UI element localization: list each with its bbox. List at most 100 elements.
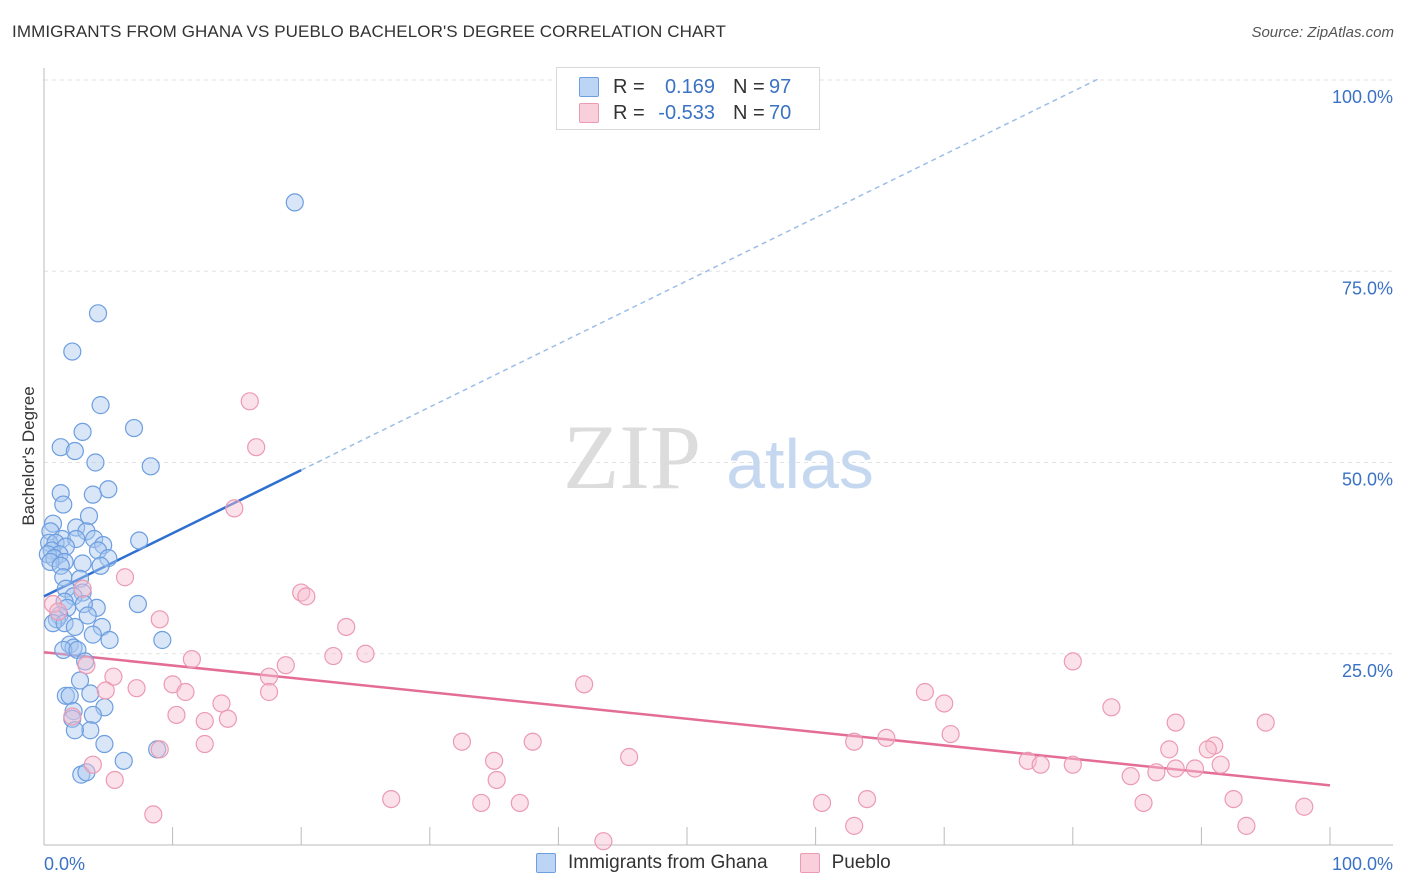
grid-lines bbox=[44, 79, 1393, 655]
data-point-ghana bbox=[99, 480, 118, 499]
data-point-ghana bbox=[65, 721, 84, 740]
data-point-ghana bbox=[91, 556, 110, 575]
data-point-ghana bbox=[79, 506, 99, 526]
x-tick-label-max: 100.0% bbox=[1332, 854, 1393, 874]
y-tick-label: 50.0% bbox=[1342, 470, 1393, 490]
legend-r-label: R = bbox=[613, 75, 645, 98]
data-point-pueblo bbox=[218, 709, 237, 728]
data-point-pueblo bbox=[1237, 816, 1256, 835]
data-point-ghana bbox=[130, 531, 149, 550]
data-point-pueblo bbox=[472, 793, 491, 813]
data-point-pueblo bbox=[150, 740, 169, 759]
y-tick-labels: 25.0% 50.0% 75.0% 100.0% bbox=[1332, 87, 1393, 681]
data-point-pueblo bbox=[63, 707, 82, 726]
data-point-ghana bbox=[95, 734, 114, 754]
data-point-ghana bbox=[141, 457, 160, 476]
data-point-pueblo bbox=[620, 747, 639, 767]
data-point-pueblo bbox=[1295, 797, 1314, 816]
data-point-ghana bbox=[83, 625, 102, 644]
trend-line-ghana-extension bbox=[300, 78, 1099, 471]
data-point-ghana bbox=[73, 583, 92, 602]
x-tick-label-min: 0.0% bbox=[44, 854, 85, 874]
data-point-pueblo bbox=[1256, 713, 1275, 732]
data-point-pueblo bbox=[1166, 759, 1185, 778]
data-point-ghana bbox=[77, 522, 96, 541]
data-point-pueblo bbox=[259, 667, 279, 686]
data-point-pueblo bbox=[1224, 789, 1243, 809]
data-point-ghana bbox=[41, 552, 60, 572]
series-pueblo-points bbox=[43, 392, 1314, 851]
data-point-pueblo bbox=[225, 499, 244, 518]
data-point-pueblo bbox=[941, 724, 960, 744]
data-point-ghana bbox=[65, 617, 84, 637]
data-point-pueblo bbox=[915, 682, 935, 702]
data-point-ghana bbox=[85, 529, 104, 549]
data-point-ghana bbox=[56, 686, 75, 705]
data-point-ghana bbox=[65, 441, 84, 461]
data-point-pueblo bbox=[240, 392, 259, 411]
data-point-ghana bbox=[60, 686, 79, 705]
data-point-pueblo bbox=[1134, 793, 1153, 813]
data-point-ghana bbox=[51, 484, 70, 503]
data-point-pueblo bbox=[104, 667, 123, 686]
data-point-ghana bbox=[81, 721, 100, 740]
data-point-pueblo bbox=[77, 656, 96, 675]
trend-line-ghana bbox=[43, 469, 302, 598]
data-point-pueblo bbox=[247, 438, 266, 457]
y-tick-label: 75.0% bbox=[1342, 278, 1393, 298]
data-point-pueblo bbox=[83, 755, 102, 774]
data-point-pueblo bbox=[1198, 740, 1217, 759]
legend-r-value: 0.169 bbox=[664, 75, 715, 98]
data-point-pueblo bbox=[1211, 755, 1230, 774]
data-point-pueblo bbox=[1185, 759, 1205, 778]
data-point-ghana bbox=[88, 541, 108, 560]
data-point-pueblo bbox=[176, 682, 195, 702]
data-point-pueblo bbox=[182, 650, 201, 669]
data-point-pueblo bbox=[356, 644, 375, 663]
legend-item-ghana: Immigrants from Ghana bbox=[536, 852, 768, 874]
data-point-ghana bbox=[88, 304, 108, 323]
data-point-ghana bbox=[63, 342, 82, 361]
data-point-pueblo bbox=[485, 751, 504, 770]
data-point-pueblo bbox=[127, 679, 146, 698]
watermark: ZIP atlas bbox=[563, 406, 874, 508]
y-axis-label: Bachelor's Degree bbox=[19, 386, 38, 525]
data-point-pueblo bbox=[96, 681, 115, 700]
data-point-pueblo bbox=[1121, 767, 1140, 786]
legend-swatch-pueblo bbox=[799, 853, 820, 873]
data-point-pueblo bbox=[1166, 713, 1185, 732]
data-point-ghana bbox=[114, 751, 133, 770]
data-point-ghana bbox=[83, 485, 102, 504]
legend-row-ghana: R = 0.169 N = 97 bbox=[579, 74, 791, 100]
data-point-ghana bbox=[55, 614, 74, 633]
data-point-pueblo bbox=[195, 711, 214, 731]
legend-label-ghana: Immigrants from Ghana bbox=[568, 852, 768, 873]
data-point-pueblo bbox=[1063, 755, 1082, 774]
data-point-ghana bbox=[73, 554, 92, 573]
trend-line-pueblo bbox=[43, 650, 1331, 787]
data-point-pueblo bbox=[1160, 740, 1179, 759]
data-point-pueblo bbox=[1031, 755, 1050, 774]
y-tick-label: 100.0% bbox=[1332, 87, 1393, 107]
data-point-pueblo bbox=[877, 728, 896, 748]
data-point-pueblo bbox=[105, 770, 124, 790]
legend-n-value: 97 bbox=[769, 75, 792, 98]
data-point-pueblo bbox=[510, 793, 529, 813]
legend-swatch-ghana bbox=[579, 77, 599, 97]
legend-item-pueblo: Pueblo bbox=[799, 852, 891, 874]
data-point-ghana bbox=[100, 630, 119, 650]
data-point-pueblo bbox=[382, 789, 401, 809]
watermark-zip: ZIP bbox=[563, 406, 701, 508]
data-point-pueblo bbox=[594, 832, 613, 851]
data-point-ghana bbox=[124, 418, 144, 438]
data-point-ghana bbox=[128, 594, 147, 614]
data-point-ghana bbox=[285, 193, 304, 212]
legend-swatch-pueblo bbox=[579, 103, 599, 123]
data-point-ghana bbox=[54, 640, 73, 660]
data-point-ghana bbox=[51, 438, 70, 457]
data-point-pueblo bbox=[150, 610, 169, 629]
trend-lines bbox=[43, 78, 1331, 787]
data-point-pueblo bbox=[452, 732, 472, 751]
legend-label-pueblo: Pueblo bbox=[831, 852, 891, 873]
